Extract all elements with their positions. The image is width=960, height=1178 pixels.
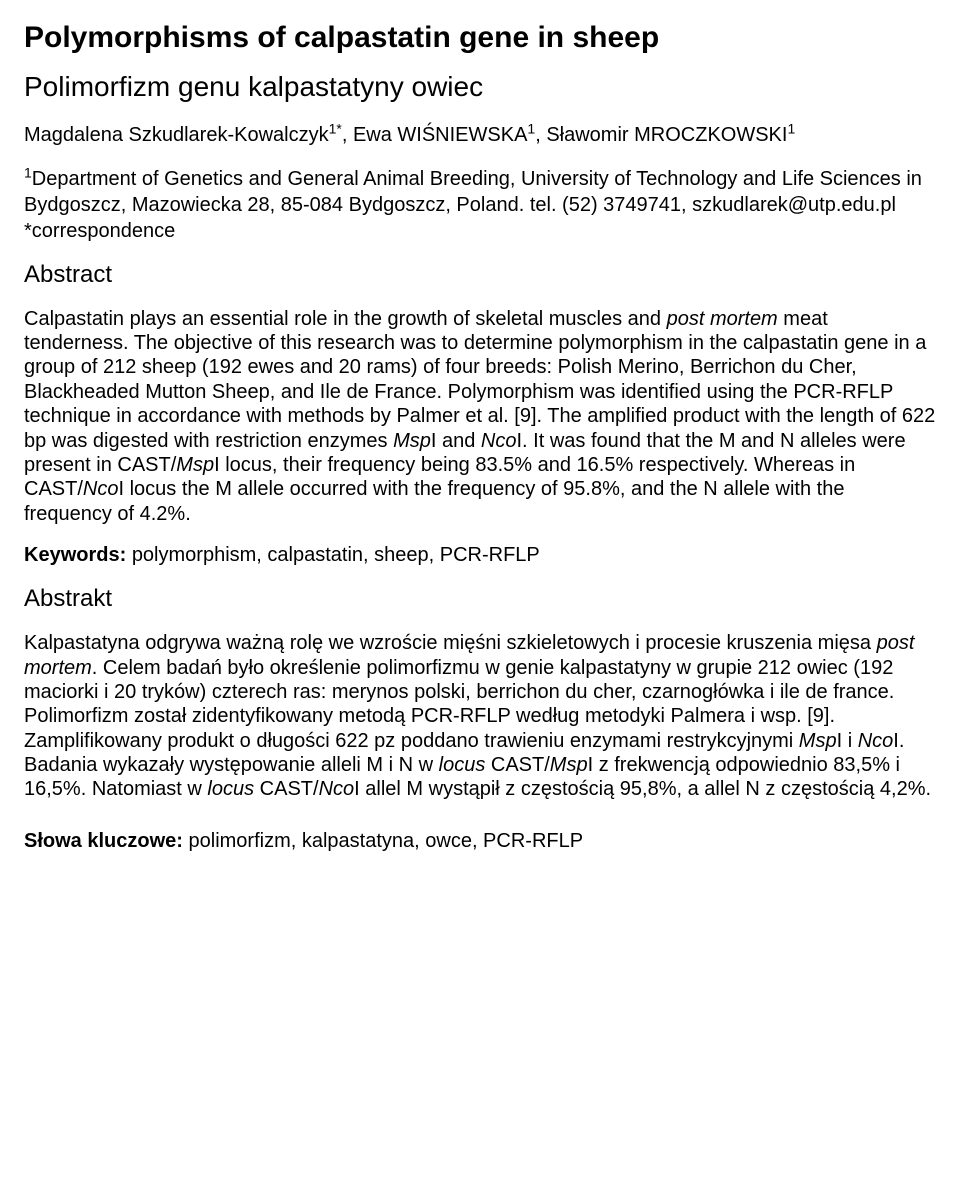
abstract-heading-english: Abstract [24, 261, 936, 289]
abstract-text-polish: Kalpastatyna odgrywa ważną rolę we wzroś… [24, 631, 936, 802]
affiliation: 1Department of Genetics and General Anim… [24, 166, 936, 218]
keywords-value-polish: polimorfizm, kalpastatyna, owce, PCR-RFL… [189, 830, 584, 852]
abstract-text-english: Calpastatin plays an essential role in t… [24, 307, 936, 527]
keywords-label-english: Keywords: [24, 544, 126, 566]
title-english: Polymorphisms of calpastatin gene in she… [24, 20, 936, 56]
authors: Magdalena Szkudlarek-Kowalczyk1*, Ewa WI… [24, 122, 936, 148]
keywords-polish: Słowa kluczowe: polimorfizm, kalpastatyn… [24, 830, 936, 853]
correspondence-note: *correspondence [24, 220, 936, 243]
keywords-label-polish: Słowa kluczowe: [24, 830, 183, 852]
abstract-heading-polish: Abstrakt [24, 585, 936, 613]
keywords-value-english: polymorphism, calpastatin, sheep, PCR-RF… [132, 544, 540, 566]
title-polish: Polimorfizm genu kalpastatyny owiec [24, 70, 936, 104]
keywords-english: Keywords: polymorphism, calpastatin, she… [24, 544, 936, 567]
